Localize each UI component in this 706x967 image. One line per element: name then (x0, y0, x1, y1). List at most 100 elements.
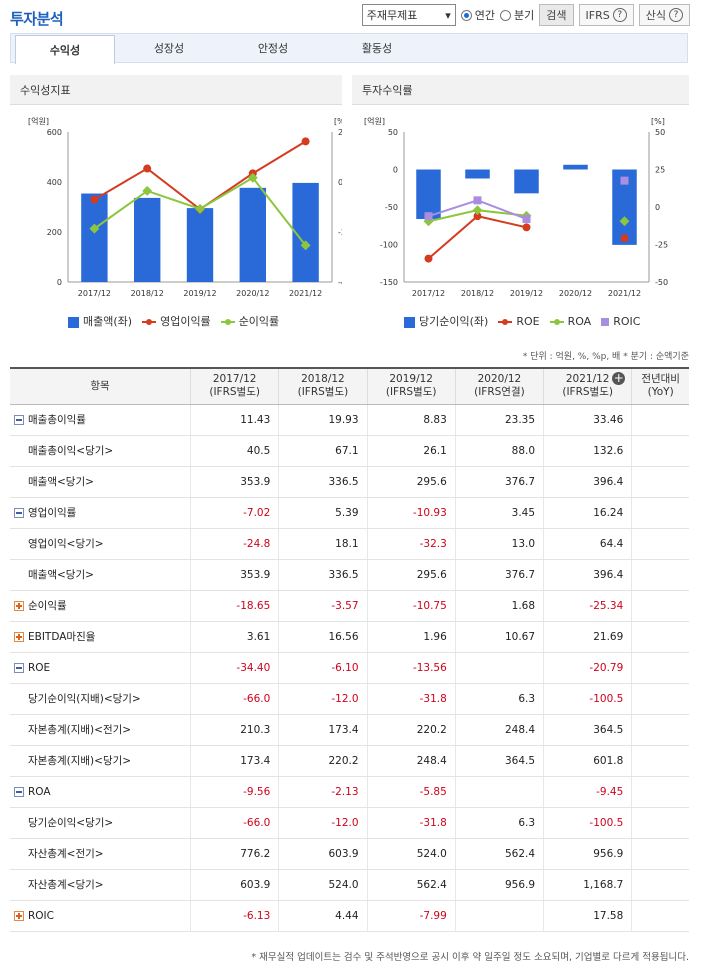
left-unit-label: [억원] (28, 116, 49, 126)
table-cell (631, 528, 689, 560)
chart1-title: 수익성지표 (10, 75, 342, 105)
row-label: 매출액<당기> (10, 559, 191, 591)
row-label: 매출총이익<당기> (10, 435, 191, 467)
table-cell: -25.34 (543, 590, 632, 622)
expand-columns-icon[interactable]: + (612, 371, 626, 385)
table-cell: 1.96 (366, 621, 456, 653)
series-line (427, 215, 527, 260)
table-cell (631, 683, 689, 715)
table-cell (631, 900, 689, 932)
table-cell: 220.2 (366, 714, 456, 746)
table-cell: -12.0 (278, 683, 368, 715)
legend-net-income: 당기순이익(좌) (404, 313, 488, 329)
y-tick-label: 200 (47, 228, 62, 237)
page-title: 투자분석 (10, 10, 64, 28)
y2-tick-label: 50 (655, 128, 665, 137)
controls-bar: 주재무제표 ▾ 연간 분기 검색 IFRS ? 산식 ? (361, 4, 690, 26)
x-tick-label: 2017/12 (412, 289, 445, 298)
table-cell: 353.9 (190, 466, 279, 498)
radio-on-icon (460, 9, 472, 21)
table-cell: -100.5 (543, 683, 632, 715)
table-cell: 1.68 (454, 590, 544, 622)
chart2-legend: 당기순이익(좌) ROE ROA ROIC (404, 313, 640, 329)
y2-tick-label: 20 (338, 128, 342, 137)
tab-activity[interactable]: 활동성 (361, 42, 393, 55)
table-cell: -6.10 (278, 652, 368, 684)
row-label[interactable]: EBITDA마진율 (10, 621, 191, 653)
table-cell: -100.5 (543, 807, 632, 839)
table-cell (631, 497, 689, 529)
table-row: 매출액<당기> 353.9 336.5 295.6 376.7 396.4 (10, 466, 689, 498)
table-cell: 64.4 (543, 528, 632, 560)
statement-select[interactable]: 주재무제표 ▾ (361, 4, 456, 26)
legend-op-margin: 영업이익률 (142, 313, 211, 329)
row-label[interactable]: ROE (10, 652, 191, 684)
table-cell: 67.1 (278, 435, 368, 467)
table-cell: 16.56 (278, 621, 368, 653)
collapse-icon[interactable] (14, 508, 24, 518)
table-cell: 17.58 (543, 900, 632, 932)
radio-annual[interactable]: 연간 (460, 7, 495, 23)
unit-note: * 단위 : 억원, %, %p, 배 * 분기 : 순액기준 (522, 352, 689, 362)
column-header: 2018/12 (IFRS별도) (278, 367, 368, 405)
table-cell (631, 404, 689, 436)
table-cell: -20.79 (543, 652, 632, 684)
series-point (620, 234, 629, 243)
y2-tick-label: -20 (338, 228, 342, 237)
collapse-icon[interactable] (14, 662, 24, 673)
bar (416, 169, 441, 219)
table-cell (631, 435, 689, 467)
tab-profitability[interactable]: 수익성 (15, 35, 115, 64)
row-label: 자산총계<당기> (10, 869, 191, 901)
ifrs-help-button[interactable]: IFRS ? (578, 4, 634, 26)
y-tick-label: 50 (388, 128, 398, 137)
x-tick-label: 2021/12 (289, 289, 322, 298)
radio-quarter[interactable]: 분기 (500, 7, 534, 23)
table-cell: -24.8 (190, 528, 279, 560)
table-cell (454, 900, 544, 932)
table-cell: 336.5 (278, 559, 368, 591)
series-point (301, 137, 310, 146)
x-tick-label: 2021/12 (608, 289, 641, 298)
expand-icon[interactable] (14, 632, 24, 642)
row-label: 자산총계<전기> (10, 838, 191, 870)
row-label[interactable]: ROA (10, 776, 191, 808)
table-cell (631, 869, 689, 901)
table-cell: 956.9 (543, 838, 632, 870)
table-cell: -2.13 (278, 776, 368, 808)
footnote: * 재무실적 업데이트는 검수 및 주석반영으로 공시 이후 약 일주일 정도 … (251, 952, 689, 963)
table-cell: -6.13 (190, 900, 279, 932)
legend-sales: 매출액(좌) (68, 313, 132, 329)
table-cell: 776.2 (190, 838, 279, 870)
row-label[interactable]: 영업이익률 (10, 497, 191, 529)
collapse-icon[interactable] (14, 415, 24, 425)
row-label: 영업이익<당기> (10, 528, 191, 560)
legend-roic: ROIC (601, 315, 640, 328)
search-button[interactable]: 검색 (539, 4, 574, 26)
row-label[interactable]: 매출총이익률 (10, 404, 191, 436)
y-tick-label: 400 (47, 178, 62, 187)
table-row: 영업이익률 -7.02 5.39 -10.93 3.45 16.24 (10, 497, 689, 529)
formula-label: 산식 (645, 9, 666, 22)
table-cell: 88.0 (454, 435, 544, 467)
table-cell: -32.3 (366, 528, 456, 560)
table-cell: 3.45 (454, 497, 544, 529)
bar (292, 182, 319, 282)
table-cell: -10.93 (366, 497, 456, 529)
y2-tick-label: -25 (655, 241, 668, 250)
table-cell: -9.45 (543, 776, 632, 808)
tab-growth[interactable]: 성장성 (153, 42, 185, 55)
tab-stability[interactable]: 안정성 (257, 42, 289, 55)
table-cell: 603.9 (278, 838, 368, 870)
expand-icon[interactable] (14, 601, 24, 611)
table-cell: 248.4 (454, 714, 544, 746)
row-label[interactable]: ROIC (10, 900, 191, 932)
profitability-chart-panel: 수익성지표 [억원][%]6004002000200-20-402017/122… (10, 75, 342, 337)
table-cell: 6.3 (454, 807, 544, 839)
table-row: 순이익률 -18.65 -3.57 -10.75 1.68 -25.34 (10, 590, 689, 622)
table-cell: 562.4 (454, 838, 544, 870)
expand-icon[interactable] (14, 910, 24, 921)
row-label[interactable]: 순이익률 (10, 590, 191, 622)
collapse-icon[interactable] (14, 786, 24, 797)
formula-help-button[interactable]: 산식 ? (638, 4, 690, 26)
